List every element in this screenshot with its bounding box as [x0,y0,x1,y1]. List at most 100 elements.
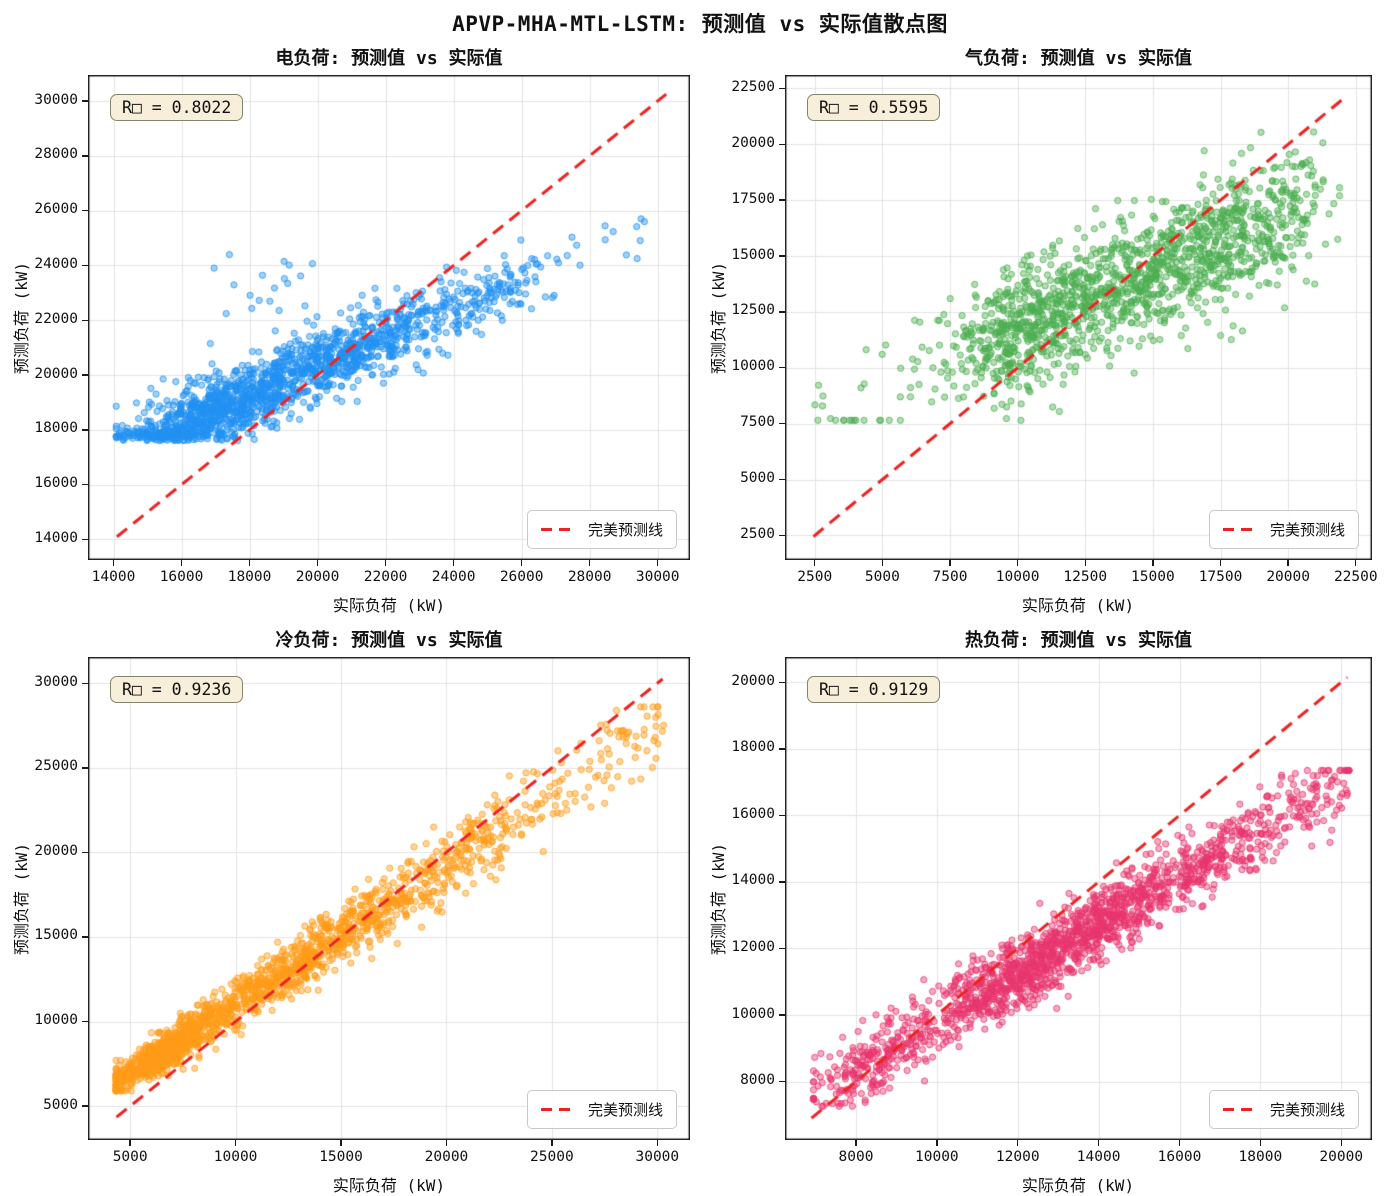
y-tick-mark [779,1014,785,1016]
x-tick-label: 12000 [995,1149,1040,1165]
y-tick-mark [779,199,785,201]
subplot-title-electric: 电负荷: 预测值 vs 实际值 [275,48,503,69]
ylabel-cooling: 预测负荷 (kW) [12,842,31,956]
x-tick-label: 2500 [797,569,833,585]
x-tick-mark [551,1140,553,1146]
r2-annotation-electric: R□ = 0.8022 [110,94,244,121]
x-tick-mark [1287,560,1289,566]
perfect-line-legend-icon [1222,1107,1259,1112]
y-tick-mark [82,682,88,684]
x-tick-label: 10000 [213,1149,258,1165]
y-tick-mark [779,748,785,750]
x-tick-label: 30000 [635,569,680,585]
xlabel-heat: 实际负荷 (kW) [1021,1176,1135,1195]
perfect-line-legend-icon [540,527,577,532]
perfect-line-legend-icon [1222,527,1259,532]
y-tick-label: 30000 [34,91,78,108]
plot-area-electric: R□ = 0.8022 完美预测线 [88,75,690,560]
y-tick-mark [82,155,88,157]
y-tick-label: 25000 [34,758,78,775]
plot-area-heat: R□ = 0.9129 完美预测线 [785,657,1372,1140]
x-tick-label: 7500 [932,569,968,585]
x-tick-label: 25000 [530,1149,574,1165]
x-tick-label: 20000 [424,1149,469,1165]
x-tick-mark [656,560,659,566]
y-tick-label: 2500 [740,525,775,542]
y-tick-mark [779,367,785,369]
y-tick-mark [82,1020,88,1023]
x-tick-mark [452,560,455,566]
x-tick-mark [129,1140,131,1146]
x-tick-mark [248,560,251,566]
subplot-title-heat: 热负荷: 预测值 vs 实际值 [964,630,1193,651]
x-tick-label: 26000 [499,569,544,585]
y-tick-label: 5000 [43,1096,78,1113]
y-tick-label: 12500 [731,302,775,319]
x-tick-mark [1259,1140,1262,1146]
r2-annotation-heat: R□ = 0.9129 [807,676,941,703]
x-tick-label: 10000 [915,1149,959,1165]
y-tick-label: 22500 [731,78,775,95]
x-tick-mark [180,560,183,566]
x-tick-mark [949,560,951,566]
x-tick-label: 5000 [112,1149,148,1165]
y-tick-mark [82,483,88,486]
y-tick-mark [779,143,785,145]
legend-label-gas: 完美预测线 [1269,521,1345,539]
x-tick-mark [384,560,387,566]
x-tick-label: 16000 [1157,1149,1202,1165]
y-tick-mark [82,374,88,376]
x-tick-mark [316,560,319,566]
x-tick-mark [1340,1140,1342,1146]
y-tick-mark [779,881,785,883]
x-tick-label: 14000 [1076,1149,1121,1165]
r2-annotation-cooling: R□ = 0.9236 [110,676,244,703]
y-tick-label: 14000 [34,529,78,546]
gas-canvas [785,75,1372,560]
x-tick-mark [656,1140,658,1146]
legend-label-electric: 完美预测线 [587,521,663,539]
x-tick-label: 20000 [295,569,340,585]
x-tick-mark [1097,1140,1100,1146]
y-tick-mark [779,1080,785,1083]
plot-area-cooling: R□ = 0.9236 完美预测线 [88,657,690,1140]
y-tick-label: 22000 [34,310,78,327]
x-tick-mark [1016,560,1019,566]
y-tick-mark [82,429,88,431]
y-tick-label: 10000 [731,1005,775,1022]
legend-label-heat: 完美预测线 [1269,1101,1345,1119]
y-tick-mark [82,767,88,769]
x-tick-label: 8000 [838,1149,874,1165]
y-tick-mark [779,947,785,950]
y-tick-label: 15000 [731,246,775,263]
y-tick-label: 7500 [740,414,775,431]
x-tick-mark [936,1140,938,1146]
heat-canvas [785,657,1372,1140]
x-tick-label: 14000 [91,569,136,585]
y-tick-label: 20000 [34,365,78,382]
x-tick-mark [1017,1140,1019,1146]
y-tick-mark [779,422,785,425]
y-tick-label: 16000 [34,475,78,492]
y-tick-mark [82,851,88,854]
xlabel-gas: 实际负荷 (kW) [1021,596,1135,615]
y-tick-mark [779,87,785,90]
y-tick-mark [82,538,88,541]
legend-electric: 完美预测线 [526,510,677,549]
x-tick-mark [1084,560,1086,566]
y-tick-mark [82,319,88,321]
y-tick-label: 18000 [731,739,775,756]
legend-label-cooling: 完美预测线 [587,1101,663,1119]
legend-cooling: 完美预测线 [526,1090,677,1129]
x-tick-label: 18000 [227,569,272,585]
subplot-title-gas: 气负荷: 预测值 vs 实际值 [964,48,1193,69]
x-tick-mark [855,1140,857,1146]
y-tick-label: 20000 [731,672,775,689]
x-tick-label: 28000 [567,569,612,585]
legend-gas: 完美预测线 [1208,510,1359,549]
x-tick-mark [588,560,591,566]
x-tick-mark [234,1140,237,1146]
y-tick-label: 26000 [34,201,78,218]
y-tick-label: 30000 [34,673,78,690]
